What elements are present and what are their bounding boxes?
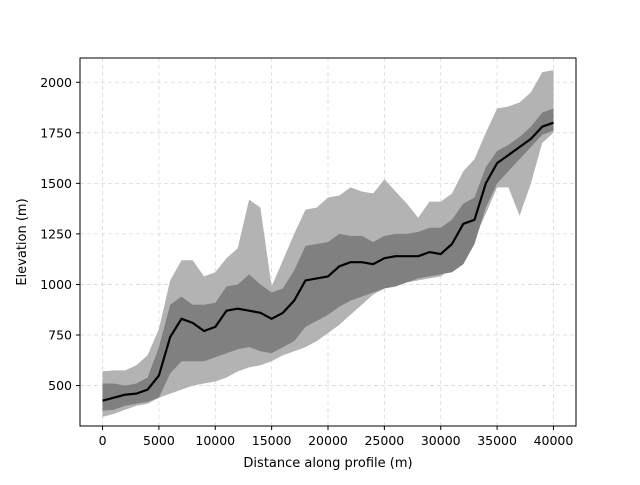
x-tick-label: 25000 — [364, 433, 404, 448]
y-tick-label: 1750 — [40, 125, 72, 140]
inner-band-area — [102, 108, 554, 411]
x-tick-label: 0 — [99, 433, 107, 448]
x-tick-label: 40000 — [534, 433, 574, 448]
y-tick-label: 1500 — [40, 176, 72, 191]
line-layer — [102, 121, 554, 402]
y-tick-label: 750 — [48, 328, 72, 343]
x-tick-label: 35000 — [477, 433, 517, 448]
band-layer — [102, 70, 554, 417]
x-tick-label: 15000 — [252, 433, 292, 448]
x-tick-label: 20000 — [308, 433, 348, 448]
x-tick-label: 5000 — [143, 433, 175, 448]
y-tick-label: 1000 — [40, 277, 72, 292]
y-tick-label: 500 — [48, 378, 72, 393]
y-tick-label: 1250 — [40, 226, 72, 241]
x-axis-label: Distance along profile (m) — [243, 456, 412, 471]
median-line — [102, 121, 554, 402]
x-tick-label: 10000 — [195, 433, 235, 448]
y-axis-label: Elevation (m) — [15, 198, 30, 285]
tick-layer: 0 5000 10000 15000 20000 25000 30000 35000 40000… — [40, 75, 573, 448]
y-tick-label: 2000 — [40, 75, 72, 90]
x-tick-label: 30000 — [421, 433, 461, 448]
